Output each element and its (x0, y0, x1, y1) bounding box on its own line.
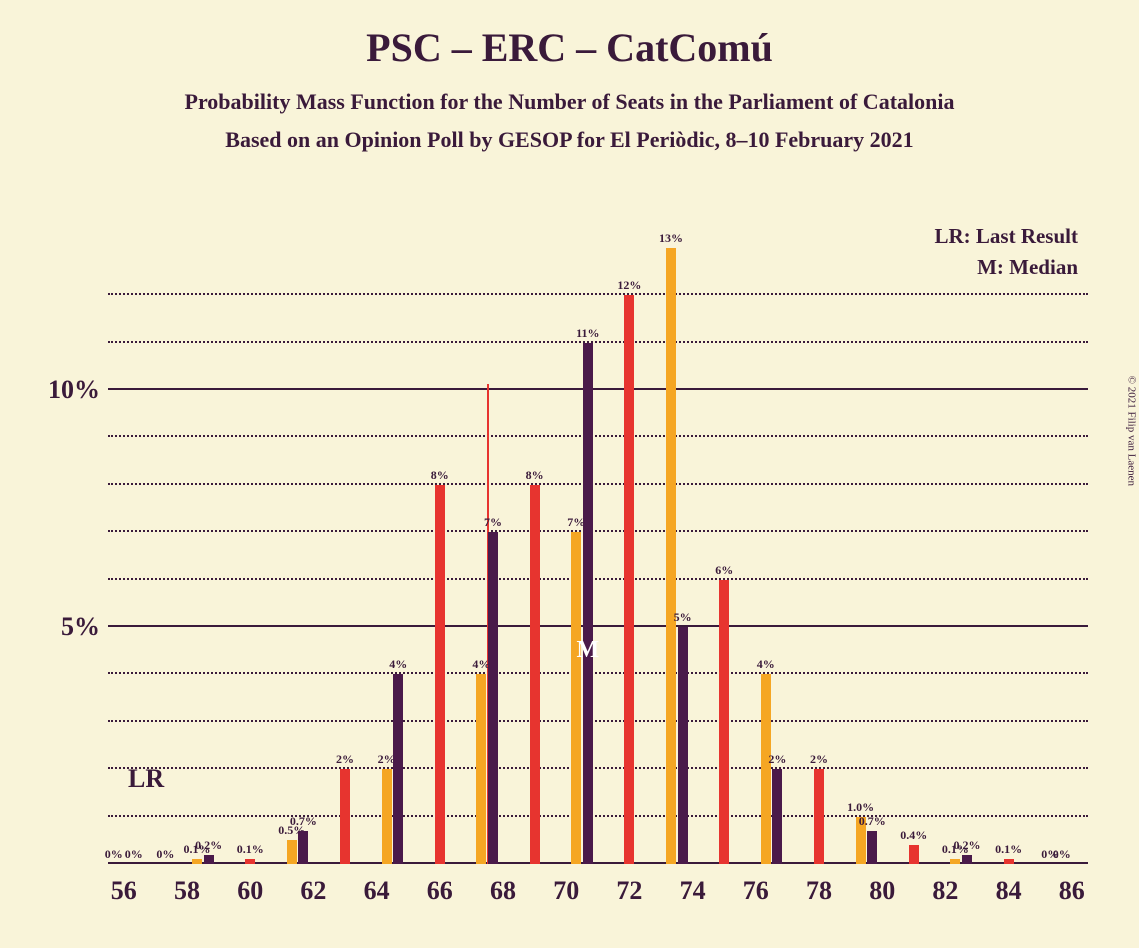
gridline (108, 388, 1088, 390)
bar-value-label: 4% (368, 657, 428, 672)
y-tick-label: 10% (30, 375, 100, 405)
bar-value-label: 0.1% (220, 842, 280, 857)
gridline (108, 293, 1088, 295)
bar (867, 831, 877, 864)
bar-value-label: 13% (641, 231, 701, 246)
plot-area: 5%10%565860626466687072747678808284860%0… (108, 224, 1088, 864)
x-tick-label: 74 (680, 876, 706, 906)
chart-title: PSC – ERC – CatComú (0, 24, 1139, 71)
bar (192, 859, 202, 864)
bar (393, 674, 403, 864)
bar-value-label: 0.4% (884, 828, 944, 843)
bar (530, 485, 540, 864)
median-label: M (576, 637, 599, 664)
gridline (108, 435, 1088, 437)
gridline (108, 767, 1088, 769)
chart-subtitle-1: Probability Mass Function for the Number… (0, 89, 1139, 115)
x-tick-label: 60 (237, 876, 263, 906)
bar-value-label: 5% (653, 610, 713, 625)
bar (382, 769, 392, 864)
x-tick-label: 78 (806, 876, 832, 906)
x-tick-label: 56 (111, 876, 137, 906)
bar-value-label: 4% (451, 657, 511, 672)
bar (204, 855, 214, 864)
bar (488, 532, 498, 864)
x-tick-label: 64 (364, 876, 390, 906)
bar-value-label: 8% (410, 468, 470, 483)
x-tick-label: 70 (553, 876, 579, 906)
bar (571, 532, 581, 864)
x-tick-label: 68 (490, 876, 516, 906)
bar (950, 859, 960, 864)
bar (245, 859, 255, 864)
copyright: © 2021 Filip van Laenen (1125, 376, 1137, 486)
chart-container: LR: Last Result M: Median 5%10%565860626… (108, 224, 1088, 864)
bar (476, 674, 486, 864)
x-tick-label: 62 (300, 876, 326, 906)
bar-value-label: 0.7% (842, 814, 902, 829)
gridline (108, 341, 1088, 343)
bar (1004, 859, 1014, 864)
gridline (108, 672, 1088, 674)
x-tick-label: 66 (427, 876, 453, 906)
lr-label: LR (128, 764, 164, 794)
bar (772, 769, 782, 864)
bar (666, 248, 676, 864)
bar (814, 769, 824, 864)
gridline (108, 578, 1088, 580)
bar (624, 295, 634, 864)
bar (340, 769, 350, 864)
gridline (108, 483, 1088, 485)
bar (962, 855, 972, 864)
bar-value-label: 2% (357, 752, 417, 767)
bar (583, 343, 593, 864)
bar-value-label: 12% (599, 278, 659, 293)
gridline (108, 720, 1088, 722)
gridline (108, 815, 1088, 817)
bar-value-label: 0% (1032, 847, 1092, 862)
bar-value-label: 11% (558, 326, 618, 341)
bar-value-label: 0.7% (273, 814, 333, 829)
bar (287, 840, 297, 864)
bar-value-label: 4% (736, 657, 796, 672)
bar (909, 845, 919, 864)
x-tick-label: 58 (174, 876, 200, 906)
bar-value-label: 2% (789, 752, 849, 767)
bar-value-label: 1.0% (831, 800, 891, 815)
x-tick-label: 76 (743, 876, 769, 906)
gridline (108, 530, 1088, 532)
bar-value-label: 8% (505, 468, 565, 483)
bar-value-label: 6% (694, 563, 754, 578)
gridline (108, 625, 1088, 627)
x-tick-label: 82 (932, 876, 958, 906)
chart-subtitle-2: Based on an Opinion Poll by GESOP for El… (0, 127, 1139, 153)
bar (719, 580, 729, 864)
bar-value-label: 7% (463, 515, 523, 530)
x-tick-label: 86 (1059, 876, 1085, 906)
bar (761, 674, 771, 864)
x-tick-label: 80 (869, 876, 895, 906)
x-tick-label: 72 (616, 876, 642, 906)
bar (435, 485, 445, 864)
bar (298, 831, 308, 864)
x-tick-label: 84 (996, 876, 1022, 906)
bar (678, 627, 688, 864)
bar-value-label: 7% (546, 515, 606, 530)
y-tick-label: 5% (30, 612, 100, 642)
